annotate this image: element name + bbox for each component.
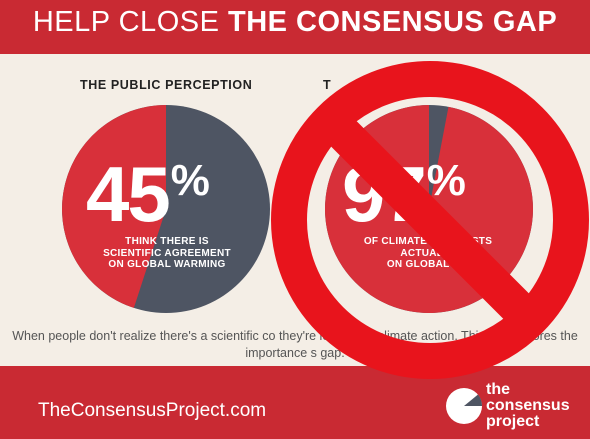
public-perception-pie	[62, 105, 270, 313]
page-title: HELP CLOSE THE CONSENSUS GAP	[0, 6, 590, 39]
percent-sign: %	[170, 156, 210, 205]
percent-sign: %	[426, 156, 466, 205]
public-perception-percent: 45%	[86, 155, 210, 233]
header-banner: HELP CLOSE THE CONSENSUS GAP	[0, 0, 590, 54]
title-light: HELP CLOSE	[32, 6, 228, 38]
pie-value-slice	[62, 105, 166, 308]
public-perception-label: THE PUBLIC PERCEPTION	[80, 78, 253, 92]
public-perception-caption: THINK THERE IS SCIENTIFIC AGREEMENT ON G…	[103, 236, 231, 270]
scientists-percent: 97%	[342, 155, 466, 233]
percent-number: 45	[86, 150, 171, 238]
website-link[interactable]: TheConsensusProject.com	[38, 400, 267, 421]
scientists-caption: OF CLIMATE SCIENTISTS ACTUALLY ON GLOBAL…	[363, 236, 493, 270]
scientists-label: T	[323, 78, 332, 92]
percent-number: 97	[342, 150, 427, 238]
title-bold: THE CONSENSUS GAP	[228, 6, 558, 38]
logo-icon	[446, 388, 482, 424]
explanation-text: When people don't realize there's a scie…	[12, 329, 578, 360]
consensus-project-logo: the consensus project	[446, 382, 576, 434]
logo-text: the consensus project	[486, 381, 570, 430]
